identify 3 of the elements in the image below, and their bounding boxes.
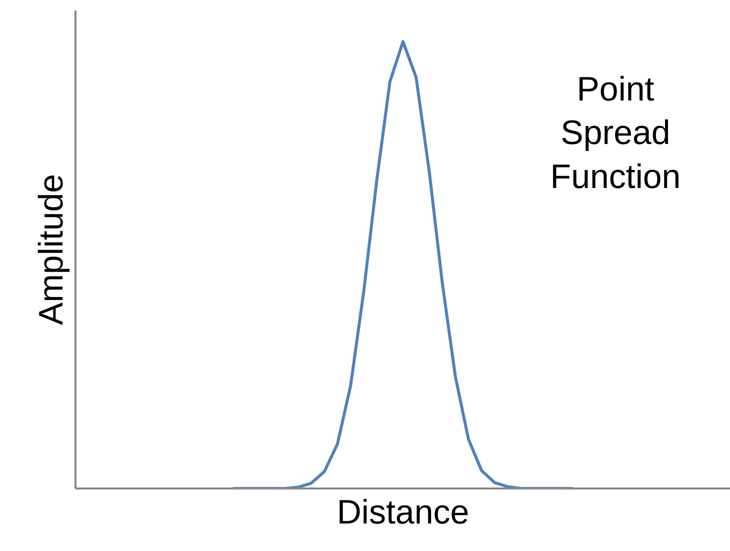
annotation: Point Spread Function [550,70,681,196]
x-axis-title: Distance [336,494,470,532]
y-axis-title: Amplitude [32,174,70,326]
